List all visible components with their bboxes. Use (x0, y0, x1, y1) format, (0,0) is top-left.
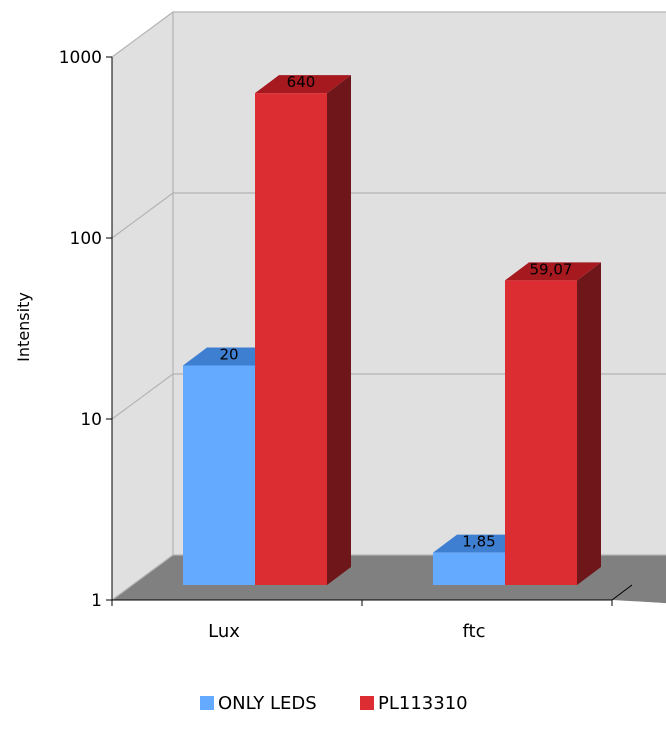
bar-side (577, 262, 601, 585)
y-tick-label: 100 (70, 229, 102, 249)
data-label: 1,85 (462, 533, 495, 551)
bar-top (255, 75, 351, 94)
legend-swatch (360, 696, 374, 710)
legend-label: ONLY LEDS (218, 693, 317, 714)
y-tick-label: 1000 (59, 48, 102, 68)
y-tick-label: 1 (91, 591, 102, 611)
bar-front (505, 280, 577, 585)
side-wall (112, 12, 173, 600)
legend-label: PL113310 (378, 693, 468, 714)
bar-top (505, 262, 601, 281)
data-label: 640 (287, 73, 316, 91)
bar-side (327, 75, 351, 585)
chart-bars (183, 75, 601, 585)
x-axis-depth-edge (611, 584, 633, 601)
bar-front (183, 365, 255, 585)
bar-front (433, 552, 505, 585)
data-label: 20 (219, 346, 238, 364)
legend-swatch (200, 696, 214, 710)
y-axis-title: Intensity (14, 292, 33, 362)
bar-front (255, 93, 327, 585)
y-tick-label: 10 (80, 410, 102, 430)
chart-legend: ONLY LEDS PL113310 (200, 693, 468, 714)
data-label: 59,07 (530, 260, 573, 278)
x-tick-label: ftc (463, 621, 486, 642)
chart-data-labels: 20 640 1,85 59,07 (219, 73, 572, 551)
bar-pl113310-lux (255, 75, 351, 585)
x-tick-label: Lux (208, 621, 240, 642)
bar-pl113310-ftc (505, 262, 601, 585)
chart-ticks: 1 10 100 1000 Lux ftc (59, 48, 613, 642)
